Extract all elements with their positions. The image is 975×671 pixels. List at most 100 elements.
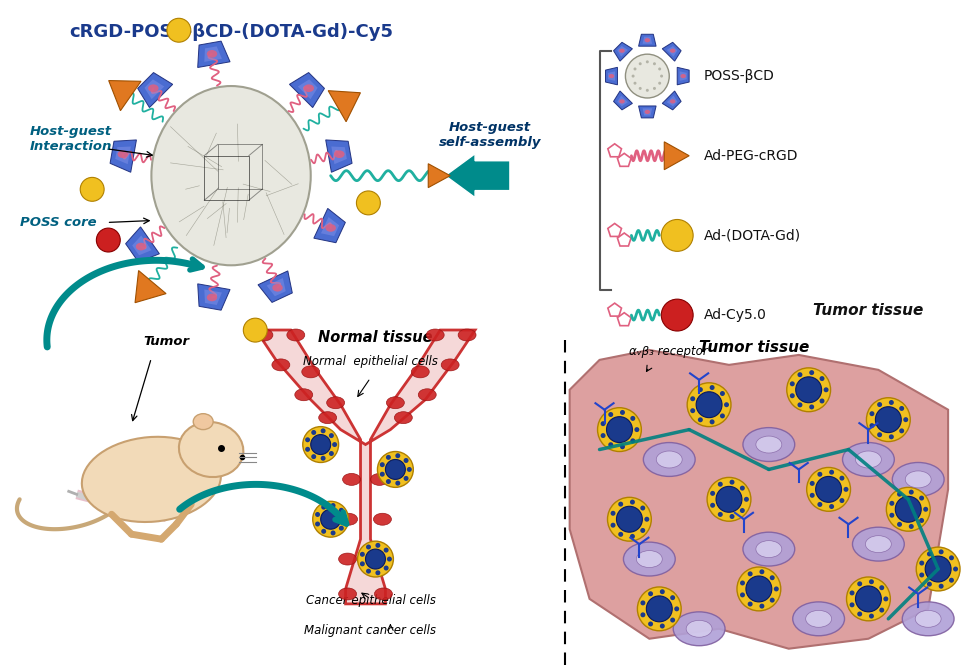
Circle shape — [774, 586, 779, 591]
Polygon shape — [662, 91, 682, 110]
Circle shape — [383, 566, 389, 570]
Polygon shape — [643, 108, 652, 115]
Polygon shape — [639, 34, 656, 46]
Circle shape — [311, 454, 316, 459]
Circle shape — [630, 534, 635, 539]
Circle shape — [366, 568, 370, 574]
Circle shape — [909, 490, 914, 495]
Circle shape — [331, 503, 335, 508]
Circle shape — [798, 403, 802, 407]
Ellipse shape — [118, 150, 128, 158]
Circle shape — [710, 385, 715, 390]
Circle shape — [305, 437, 310, 442]
Ellipse shape — [148, 85, 159, 92]
Ellipse shape — [686, 620, 712, 637]
Ellipse shape — [656, 451, 682, 468]
Circle shape — [748, 601, 753, 607]
Circle shape — [675, 607, 680, 611]
Polygon shape — [133, 236, 151, 255]
Circle shape — [641, 505, 645, 511]
Circle shape — [954, 566, 958, 572]
Circle shape — [824, 387, 829, 393]
Circle shape — [661, 299, 693, 331]
Text: Host-guest
self-assembly: Host-guest self-assembly — [439, 121, 541, 149]
Polygon shape — [205, 289, 222, 305]
Ellipse shape — [339, 513, 358, 525]
Circle shape — [610, 511, 615, 516]
Polygon shape — [198, 41, 230, 68]
Text: Host-guest
Interaction: Host-guest Interaction — [30, 125, 112, 153]
Ellipse shape — [619, 99, 625, 103]
Circle shape — [646, 596, 672, 622]
Circle shape — [869, 613, 874, 619]
Circle shape — [710, 419, 715, 424]
Circle shape — [698, 387, 703, 392]
Circle shape — [927, 582, 932, 586]
Ellipse shape — [272, 284, 283, 292]
Ellipse shape — [681, 74, 686, 78]
Circle shape — [817, 502, 822, 507]
Ellipse shape — [374, 588, 392, 600]
Circle shape — [720, 413, 725, 419]
Circle shape — [895, 497, 921, 522]
Circle shape — [313, 501, 349, 537]
Circle shape — [707, 477, 751, 521]
Ellipse shape — [866, 535, 891, 553]
Circle shape — [740, 486, 745, 491]
Circle shape — [360, 552, 365, 557]
Circle shape — [329, 451, 333, 456]
Polygon shape — [643, 37, 652, 44]
Polygon shape — [667, 46, 678, 56]
Ellipse shape — [916, 611, 941, 627]
Circle shape — [744, 497, 749, 502]
Circle shape — [606, 417, 633, 443]
Circle shape — [375, 543, 380, 548]
Text: Tumor: Tumor — [143, 335, 189, 348]
Polygon shape — [617, 95, 628, 106]
Polygon shape — [617, 46, 628, 56]
Circle shape — [342, 517, 347, 522]
Circle shape — [630, 416, 636, 421]
Ellipse shape — [136, 243, 146, 250]
Circle shape — [660, 623, 665, 629]
Circle shape — [720, 391, 725, 396]
Circle shape — [919, 496, 924, 501]
Circle shape — [939, 584, 944, 588]
Ellipse shape — [623, 542, 676, 576]
Text: POSS-βCD: POSS-βCD — [704, 69, 775, 83]
Circle shape — [899, 428, 904, 433]
Text: Ad-PEG-cRGD: Ad-PEG-cRGD — [704, 149, 799, 163]
Circle shape — [610, 523, 615, 527]
Circle shape — [829, 504, 834, 509]
Circle shape — [809, 481, 815, 486]
Polygon shape — [144, 79, 165, 99]
Circle shape — [660, 74, 663, 78]
Ellipse shape — [644, 110, 650, 114]
Polygon shape — [126, 227, 159, 262]
Circle shape — [339, 508, 344, 513]
Ellipse shape — [370, 474, 388, 485]
Ellipse shape — [342, 474, 361, 485]
Circle shape — [380, 462, 385, 467]
Text: Ad-Cy5.0: Ad-Cy5.0 — [704, 308, 767, 322]
Ellipse shape — [619, 48, 625, 53]
Circle shape — [886, 487, 930, 531]
Circle shape — [878, 432, 882, 437]
Circle shape — [670, 617, 675, 623]
Circle shape — [653, 62, 656, 65]
Ellipse shape — [207, 294, 217, 301]
Circle shape — [634, 68, 637, 70]
Ellipse shape — [458, 329, 476, 341]
Circle shape — [740, 580, 745, 586]
Circle shape — [829, 470, 834, 474]
Circle shape — [879, 608, 884, 613]
Ellipse shape — [319, 412, 336, 423]
Ellipse shape — [193, 414, 214, 429]
Circle shape — [796, 377, 822, 403]
Circle shape — [321, 509, 340, 529]
Circle shape — [332, 442, 337, 447]
Circle shape — [625, 54, 669, 98]
Circle shape — [638, 587, 682, 631]
Circle shape — [843, 487, 848, 492]
Polygon shape — [115, 146, 131, 164]
